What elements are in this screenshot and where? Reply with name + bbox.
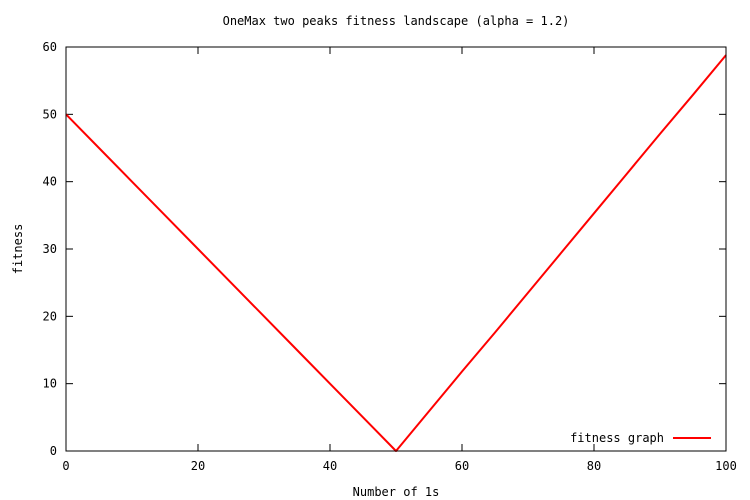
y-tick-label: 20 [43, 309, 57, 323]
x-tick-label: 40 [323, 459, 337, 473]
x-tick-label: 100 [715, 459, 737, 473]
y-tick-label: 30 [43, 242, 57, 256]
series-line [65, 54, 727, 452]
axes: 0 20 40 60 80 100 0 10 20 30 40 50 60 [43, 40, 737, 473]
x-tick-label: 80 [587, 459, 601, 473]
series-layer [65, 54, 727, 452]
chart-title: OneMax two peaks fitness landscape (alph… [223, 14, 570, 28]
y-tick-label: 60 [43, 40, 57, 54]
x-tick-label: 20 [191, 459, 205, 473]
legend: fitness graph [570, 431, 711, 445]
plot-frame [65, 46, 727, 452]
x-tick-label: 0 [62, 459, 69, 473]
legend-label: fitness graph [570, 431, 664, 445]
y-tick-label: 50 [43, 107, 57, 121]
x-axis-label: Number of 1s [353, 485, 440, 499]
y-tick-label: 40 [43, 175, 57, 189]
y-tick-label: 0 [50, 444, 57, 458]
y-tick-label: 10 [43, 377, 57, 391]
y-axis-label: fitness [11, 224, 25, 275]
x-tick-label: 60 [455, 459, 469, 473]
